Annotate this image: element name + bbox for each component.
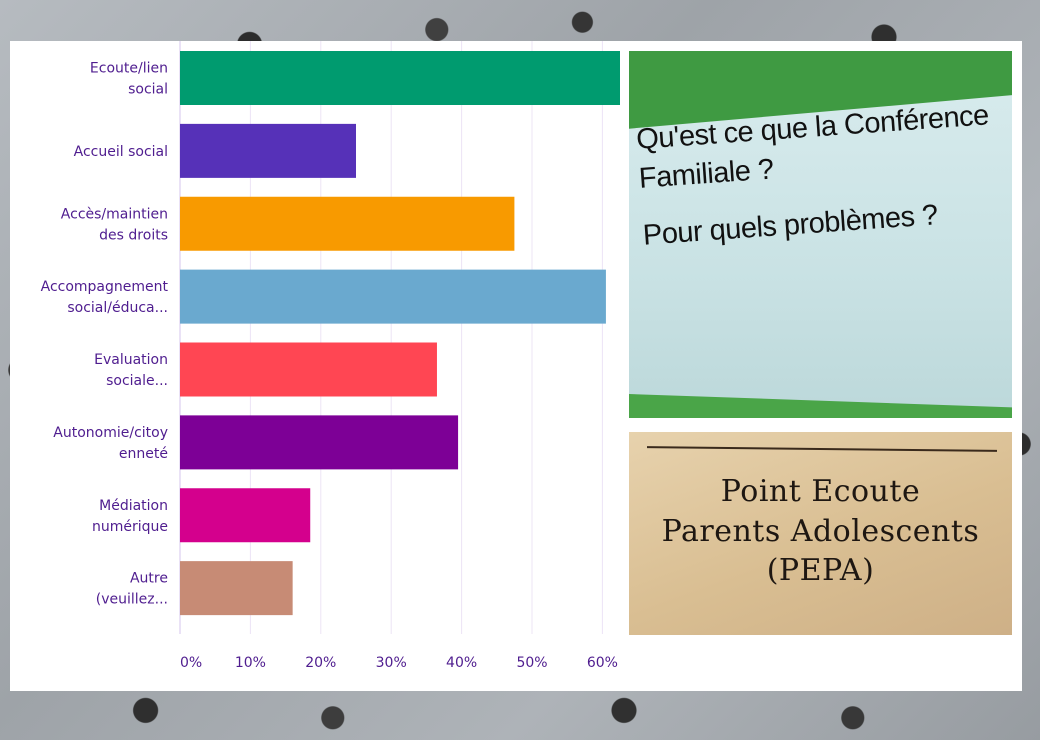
bar <box>180 269 606 324</box>
x-tick-label: 30% <box>376 655 407 671</box>
bar-chart: Ecoute/lien social Accueil social Accès/mai… <box>41 41 620 671</box>
x-tick-label: 20% <box>305 655 336 671</box>
card-line-1: Point Ecoute <box>720 474 921 509</box>
category-label-line: Accueil social <box>74 144 168 160</box>
category-label: Accompagnement social/éduca... <box>41 279 169 316</box>
category-label: Médiation numérique <box>92 498 168 535</box>
pepa-card-photo: Point Ecoute Parents Adolescents (PEPA) <box>629 432 1012 635</box>
category-label-line: social/éduca... <box>67 300 168 316</box>
bar <box>180 342 437 397</box>
card-rule-line <box>646 446 998 452</box>
bar <box>180 196 515 251</box>
conference-slide-photo: Qu'est ce que la Conférence Familiale ? … <box>629 51 1012 418</box>
bar <box>180 123 356 178</box>
slide-text: Qu'est ce que la Conférence Familiale ? … <box>635 93 1012 256</box>
card-line-3: (PEPA) <box>766 553 875 589</box>
category-label-line: Evaluation <box>94 352 168 368</box>
category-label: Ecoute/lien social <box>90 61 168 98</box>
bars <box>180 51 620 616</box>
category-label: Autonomie/citoy enneté <box>53 425 168 462</box>
category-label: Accès/maintien des droits <box>61 206 168 243</box>
category-label-line: Ecoute/lien <box>90 61 168 77</box>
x-tick-label: 10% <box>235 655 266 671</box>
category-label: Evaluation sociale... <box>94 352 168 389</box>
x-tick-label: 40% <box>446 655 477 671</box>
bar <box>180 415 459 470</box>
category-label-line: Accès/maintien <box>61 206 168 222</box>
bar <box>180 561 293 616</box>
x-tick-label: 50% <box>516 655 547 671</box>
category-label-line: Autre <box>130 571 168 587</box>
category-label-line: social <box>128 82 168 98</box>
category-label-line: Accompagnement <box>41 279 169 295</box>
category-label-line: Autonomie/citoy <box>53 425 168 441</box>
category-label-line: enneté <box>119 446 168 462</box>
slide-green-band-bottom <box>629 393 1012 418</box>
x-tick-label: 60% <box>587 655 618 671</box>
category-label-line: numérique <box>92 519 168 535</box>
category-label-line: (veuillez... <box>96 592 168 608</box>
category-label-line: sociale... <box>106 373 168 389</box>
bar <box>180 488 311 543</box>
bar <box>180 51 620 105</box>
x-tick-labels: 0% 10% 20% 30% 40% 50% 60% <box>180 655 618 671</box>
category-labels: Ecoute/lien social Accueil social Accès/mai… <box>41 61 169 608</box>
x-tick-label: 0% <box>180 655 202 671</box>
category-label: Accueil social <box>74 144 168 160</box>
card-text: Point Ecoute Parents Adolescents (PEPA) <box>629 472 1012 591</box>
category-label-line: des droits <box>99 227 168 243</box>
category-label: Autre (veuillez... <box>96 571 168 608</box>
category-label-line: Médiation <box>99 498 168 514</box>
card-line-2: Parents Adolescents <box>661 513 980 549</box>
